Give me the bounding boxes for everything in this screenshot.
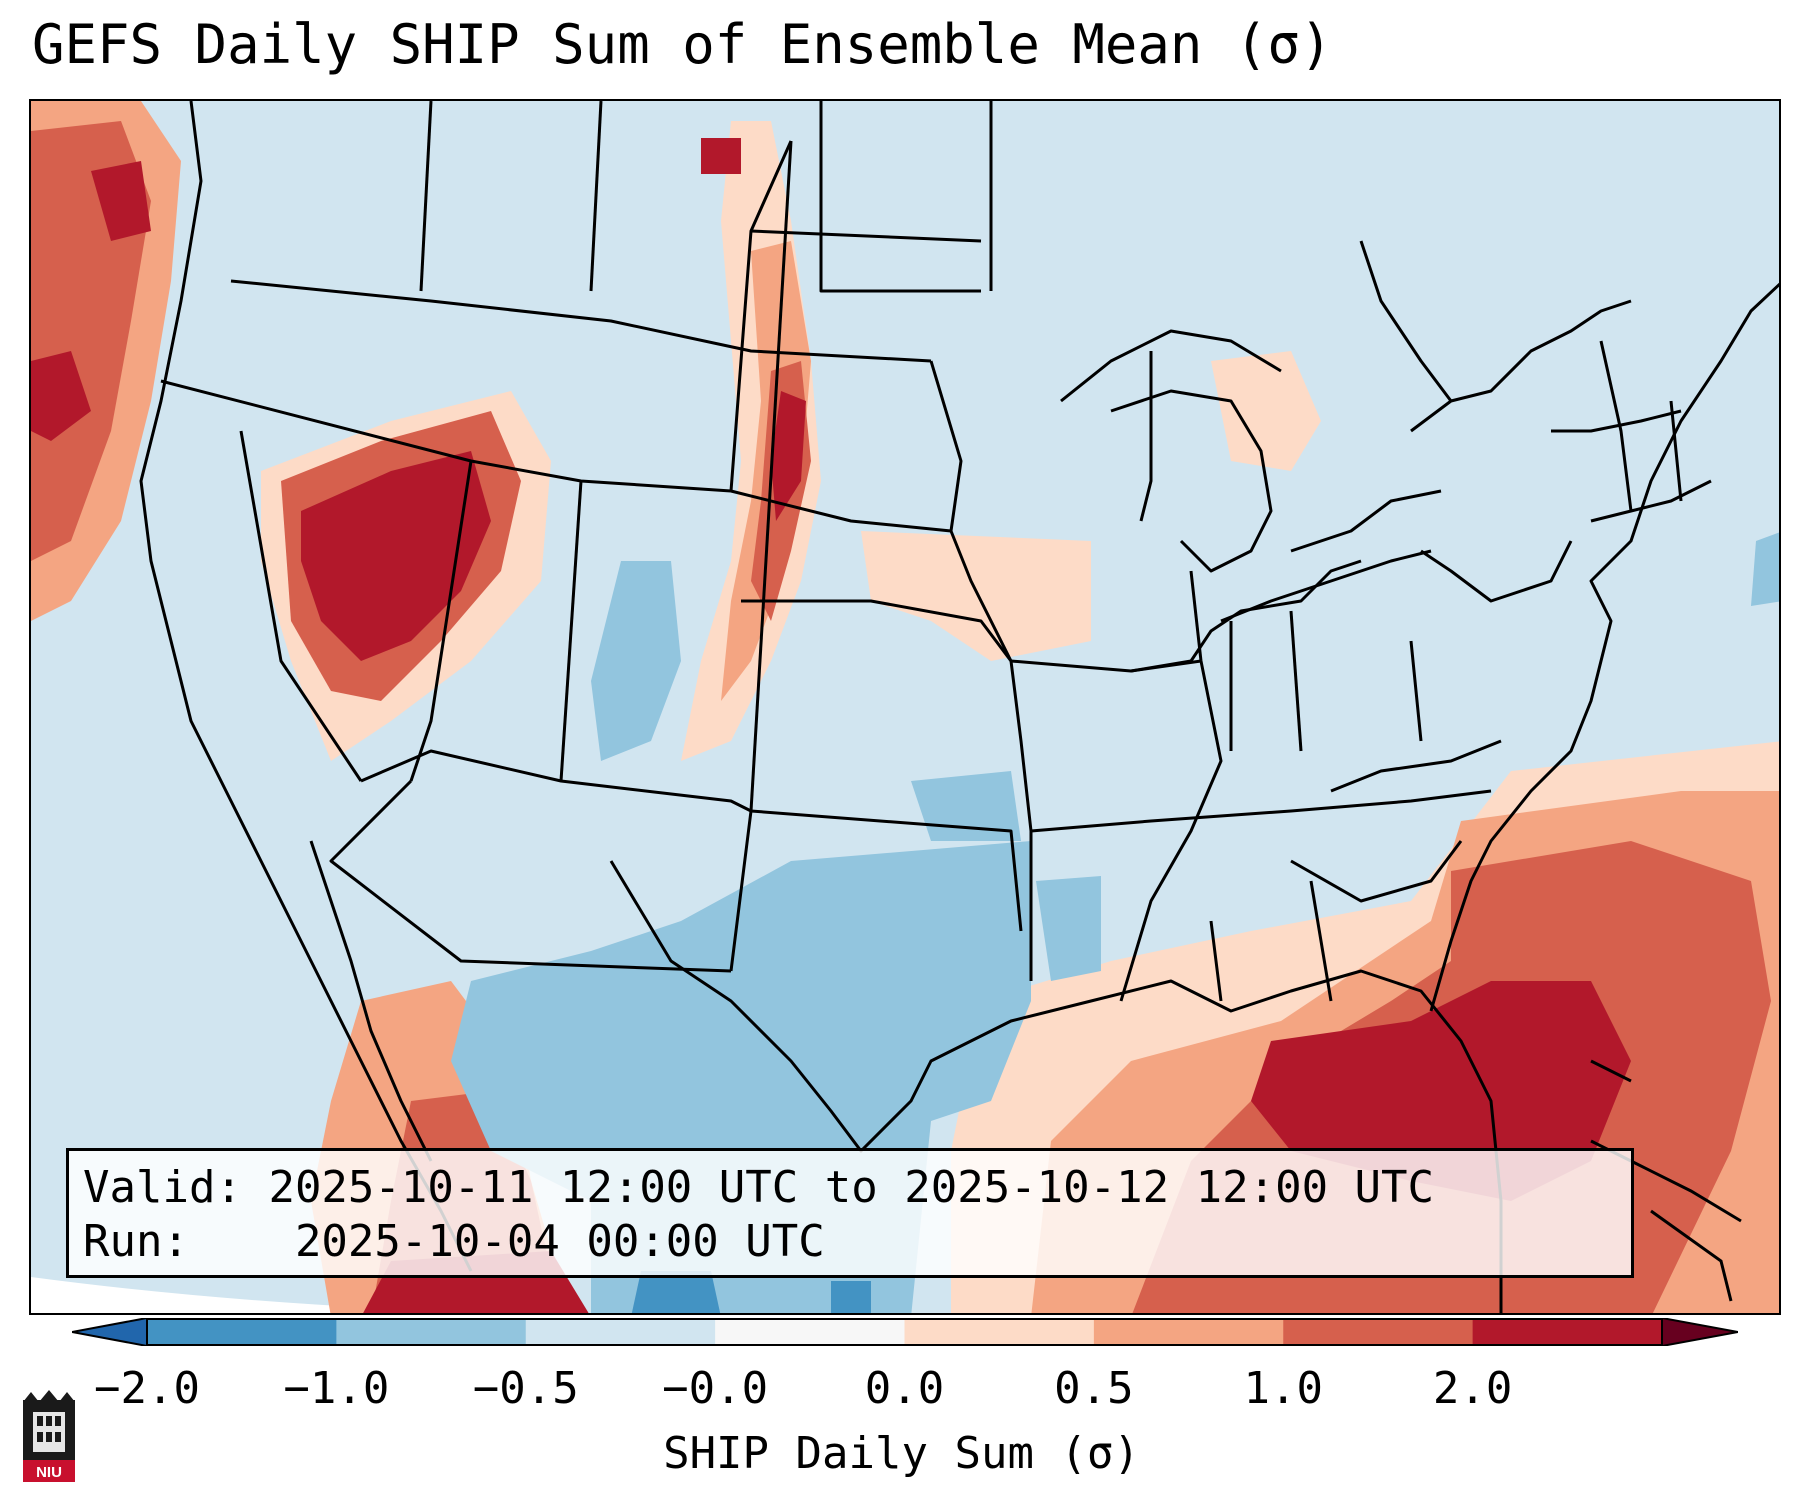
colorbar-under-extension bbox=[72, 1318, 148, 1346]
positive-anomaly-regions bbox=[31, 101, 1779, 1313]
colorbar-tick-label: −2.0 bbox=[94, 1363, 200, 1414]
colorbar-segment bbox=[147, 1319, 337, 1345]
colorbar-over-extension bbox=[1661, 1318, 1738, 1346]
run-info-box: Valid: 2025-10-11 12:00 UTC to 2025-10-1… bbox=[66, 1148, 1634, 1278]
colorbar-tick-label: −0.5 bbox=[472, 1363, 579, 1414]
valid-label: Valid: bbox=[83, 1162, 242, 1213]
colorbar-label: SHIP Daily Sum (σ) bbox=[663, 1428, 1140, 1479]
svg-text:NIU: NIU bbox=[36, 1464, 62, 1481]
colorbar-segment bbox=[1283, 1319, 1474, 1345]
chart-title: GEFS Daily SHIP Sum of Ensemble Mean (σ) bbox=[32, 13, 1333, 76]
colorbar bbox=[72, 1318, 1738, 1346]
colorbar-segment bbox=[525, 1319, 716, 1345]
coastlines-and-borders bbox=[139, 101, 1779, 1313]
run-time: 2025-10-04 00:00 UTC bbox=[294, 1216, 825, 1267]
niu-logo: NIU bbox=[23, 1390, 75, 1482]
colorbar-tick-label: −1.0 bbox=[283, 1363, 390, 1414]
colorbar-segment bbox=[904, 1319, 1095, 1345]
colorbar-tick-label: 0.0 bbox=[864, 1363, 945, 1414]
colorbar-tick-label: 2.0 bbox=[1432, 1363, 1513, 1414]
colorbar-segment bbox=[715, 1319, 905, 1345]
anomaly-map bbox=[31, 101, 1779, 1313]
colorbar-tick-label: −0.0 bbox=[662, 1363, 769, 1414]
run-label: Run: bbox=[83, 1216, 189, 1267]
colorbar-segment bbox=[1472, 1319, 1663, 1345]
map-panel bbox=[29, 99, 1781, 1315]
valid-time: 2025-10-11 12:00 UTC to 2025-10-12 12:00… bbox=[268, 1162, 1435, 1213]
colorbar-tick-label: 1.0 bbox=[1243, 1363, 1323, 1414]
colorbar-tick-label: 0.5 bbox=[1054, 1363, 1134, 1414]
colorbar-segment bbox=[336, 1319, 527, 1345]
colorbar-segment bbox=[1093, 1319, 1284, 1345]
